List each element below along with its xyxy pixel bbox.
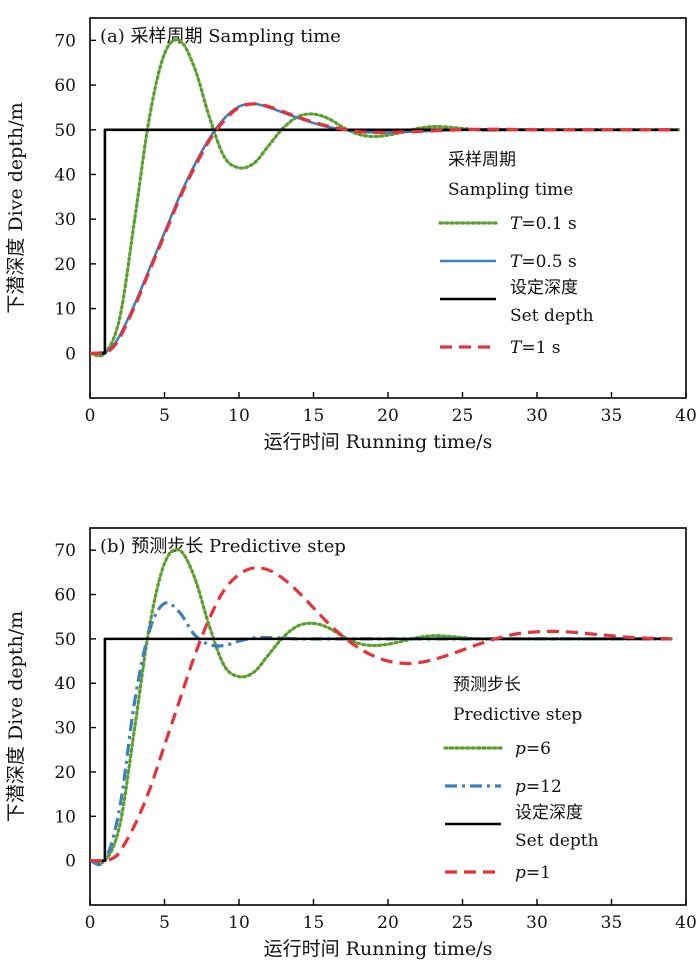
y-tick-label: 60 bbox=[54, 76, 76, 96]
x-tick-label: 10 bbox=[228, 913, 250, 933]
y-tick-label: 40 bbox=[54, 674, 76, 694]
legend-label: p=6 bbox=[515, 739, 551, 759]
y-tick-label: 10 bbox=[54, 807, 76, 827]
legend-label: 设定深度 bbox=[515, 803, 583, 823]
legend-label: Set depth bbox=[510, 306, 594, 326]
x-tick-label: 25 bbox=[452, 913, 474, 933]
series-line-3 bbox=[90, 102, 679, 355]
legend: 采样周期 Sampling time T=0.1 s T=0.5 s 设定深度 Set d… bbox=[438, 150, 594, 358]
y-axis-label: 下潜深度 Dive depth/m bbox=[5, 611, 27, 822]
x-tick-label: 35 bbox=[601, 913, 623, 933]
x-tick-label: 5 bbox=[159, 913, 170, 933]
legend-label: p=12 bbox=[515, 777, 562, 797]
y-tick-label: 10 bbox=[54, 300, 76, 320]
x-tick-label: 10 bbox=[228, 406, 250, 426]
x-tick-label: 35 bbox=[601, 406, 623, 426]
x-tick-label: 30 bbox=[526, 406, 548, 426]
y-tick-label: 30 bbox=[54, 210, 76, 230]
y-axis-label: 下潜深度 Dive depth/m bbox=[5, 102, 27, 313]
y-tick-label: 40 bbox=[54, 165, 76, 185]
chart-panel-0: (a) 采样周期 Sampling time 0 5 10 15 20 25 30 35 40 0 1… bbox=[5, 17, 697, 453]
series-line-1 bbox=[90, 601, 672, 867]
x-tick-label: 15 bbox=[303, 913, 325, 933]
chart-panel-1: (b) 预测步长 Predictive step 0 5 10 15 20 25 30 35 40… bbox=[5, 527, 697, 960]
legend-label: T=1 s bbox=[510, 338, 561, 358]
x-axis-label: 运行时间 Running time/s bbox=[264, 431, 493, 453]
y-tick-label: 0 bbox=[65, 344, 76, 364]
legend-title: Predictive step bbox=[453, 705, 582, 725]
x-tick-label: 5 bbox=[159, 406, 170, 426]
legend-label: Set depth bbox=[515, 831, 599, 851]
series-line-0 bbox=[90, 547, 673, 865]
y-tick-label: 0 bbox=[65, 852, 76, 872]
legend-label: 设定深度 bbox=[510, 278, 578, 298]
legend-title: 采样周期 bbox=[448, 150, 516, 170]
y-tick-label: 70 bbox=[54, 541, 76, 561]
x-tick-label: 30 bbox=[526, 913, 548, 933]
plot-frame bbox=[89, 17, 687, 399]
x-tick-label: 20 bbox=[377, 913, 399, 933]
x-tick-label: 0 bbox=[85, 406, 96, 426]
legend-label: p=1 bbox=[515, 863, 551, 883]
legend-label: T=0.1 s bbox=[510, 214, 577, 234]
x-tick-label: 25 bbox=[452, 406, 474, 426]
y-tick-label: 20 bbox=[54, 255, 76, 275]
y-tick-label: 60 bbox=[54, 586, 76, 606]
x-tick-label: 20 bbox=[377, 406, 399, 426]
legend-title: Sampling time bbox=[448, 180, 573, 200]
legend-title: 预测步长 bbox=[453, 675, 521, 695]
y-tick-label: 50 bbox=[54, 121, 76, 141]
chart-title: (a) 采样周期 Sampling time bbox=[100, 26, 341, 47]
y-tick-label: 50 bbox=[54, 630, 76, 650]
legend: 预测步长 Predictive step p=6 p=12 设定深度 Set depth p… bbox=[443, 675, 599, 883]
x-tick-label: 40 bbox=[675, 913, 697, 933]
x-tick-label: 0 bbox=[85, 913, 96, 933]
x-tick-label: 40 bbox=[675, 406, 697, 426]
series-line-3 bbox=[90, 566, 672, 863]
y-tick-label: 30 bbox=[54, 719, 76, 739]
y-tick-label: 70 bbox=[54, 31, 76, 51]
legend-label: T=0.5 s bbox=[510, 252, 577, 272]
x-axis-label: 运行时间 Running time/s bbox=[264, 938, 493, 960]
y-tick-label: 20 bbox=[54, 763, 76, 783]
chart-title: (b) 预测步长 Predictive step bbox=[100, 536, 346, 557]
series-line-2 bbox=[90, 637, 672, 862]
x-tick-label: 15 bbox=[303, 406, 325, 426]
